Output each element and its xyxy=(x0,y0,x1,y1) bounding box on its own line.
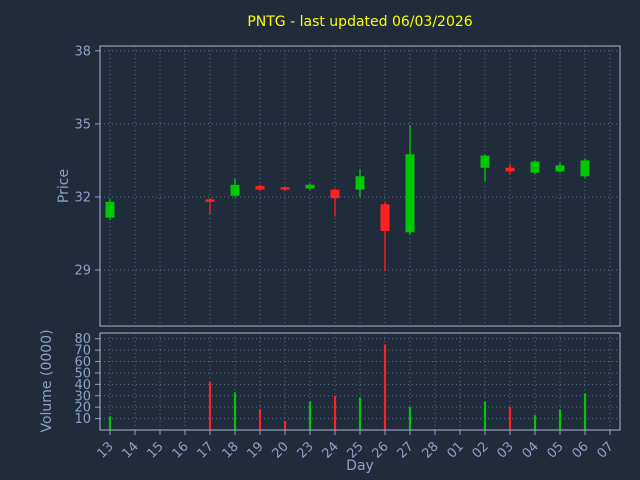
day-tick-label: 16 xyxy=(170,439,192,461)
volume-bars xyxy=(108,344,587,430)
candle-body xyxy=(555,165,565,172)
day-tick-label: 23 xyxy=(295,439,317,461)
candle-body xyxy=(405,154,415,233)
candle-body xyxy=(230,184,240,196)
day-tick-label: 04 xyxy=(520,439,542,461)
price-tick-label: 32 xyxy=(74,190,91,205)
day-tick-label: 15 xyxy=(145,439,167,461)
day-tick-label: 24 xyxy=(320,439,342,461)
candle-body xyxy=(330,189,340,199)
price-axes-border xyxy=(99,45,621,327)
chart-title: PNTG - last updated 06/03/2026 xyxy=(247,14,473,30)
price-tick-label: 38 xyxy=(74,44,91,59)
day-tick-label: 28 xyxy=(420,439,442,461)
day-tick-label: 05 xyxy=(545,439,567,461)
day-tick-label: 07 xyxy=(595,439,617,461)
candle-body xyxy=(530,161,540,173)
tick-marks xyxy=(95,50,611,435)
volume-tick-label: 50 xyxy=(74,366,91,381)
candle-body xyxy=(355,176,365,190)
candle-body xyxy=(105,201,115,218)
candle-body xyxy=(380,204,390,232)
price-axis-label: Price xyxy=(56,168,72,204)
price-tick-label: 35 xyxy=(74,117,91,132)
candles xyxy=(105,125,590,272)
day-tick-label: 06 xyxy=(570,439,592,461)
price-tick-label: 29 xyxy=(74,264,91,279)
day-tick-label: 19 xyxy=(245,439,267,461)
volume-axis-label: Volume (0000) xyxy=(39,329,55,433)
day-tick-label: 02 xyxy=(470,439,492,461)
candle-body xyxy=(480,155,490,168)
candle-body xyxy=(205,199,215,202)
volume-tick-label: 20 xyxy=(74,401,91,416)
gridlines xyxy=(100,46,620,430)
day-tick-label: 17 xyxy=(195,439,217,461)
candle-body xyxy=(580,160,590,177)
day-tick-label: 03 xyxy=(495,439,517,461)
day-tick-label: 18 xyxy=(220,439,242,461)
day-tick-label: 14 xyxy=(120,439,142,461)
volume-tick-label: 70 xyxy=(74,344,91,359)
volume-tick-label: 30 xyxy=(74,389,91,404)
candle-body xyxy=(305,184,315,189)
volume-tick-label: 60 xyxy=(74,355,91,370)
day-tick-label: 20 xyxy=(270,439,292,461)
candle-body xyxy=(505,167,515,172)
candle-body xyxy=(280,187,290,190)
day-tick-label: 27 xyxy=(395,439,417,461)
candle-body xyxy=(255,186,265,190)
day-tick-label: 13 xyxy=(95,439,117,461)
day-tick-label: 01 xyxy=(445,439,467,461)
volume-tick-label: 40 xyxy=(74,378,91,393)
volume-tick-label: 80 xyxy=(74,332,91,347)
day-axis-label: Day xyxy=(346,458,374,474)
volume-tick-label: 10 xyxy=(74,412,91,427)
